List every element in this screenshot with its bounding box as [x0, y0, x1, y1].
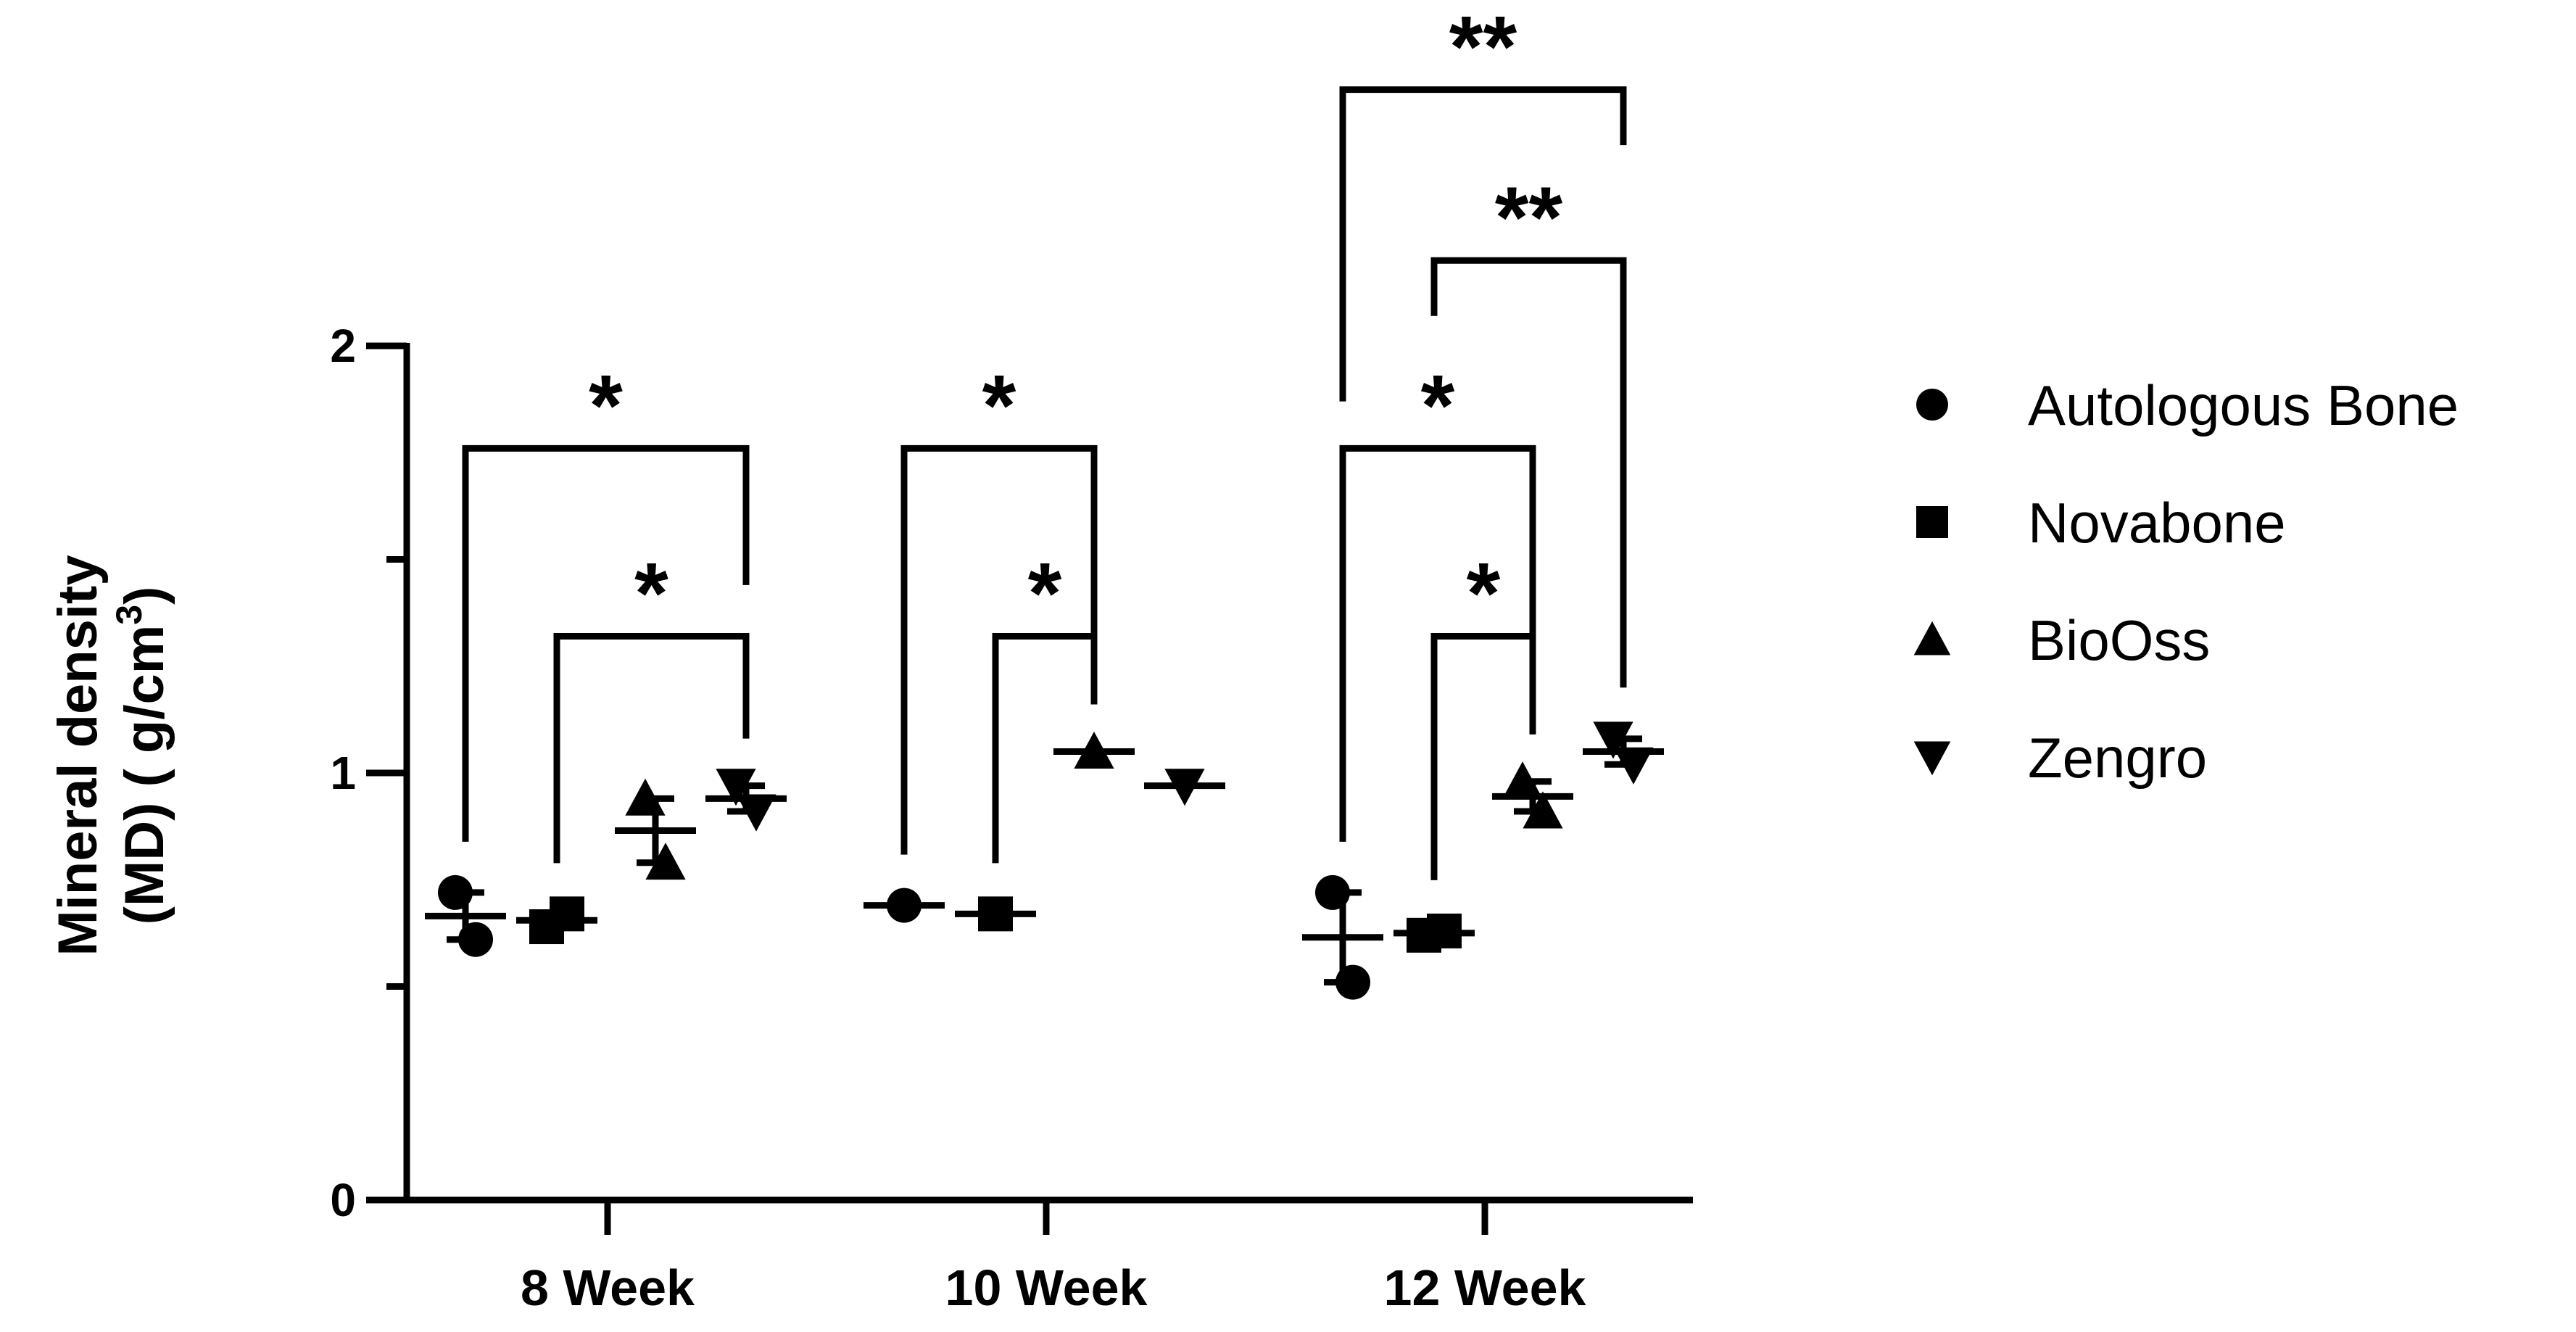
significance-label: * — [982, 357, 1016, 454]
y-axis-title-line1: Mineral density — [47, 555, 109, 956]
y-axis-title: Mineral density (MD) ( g/cm3) — [47, 555, 175, 956]
significance-bracket — [462, 444, 750, 842]
legend-marker — [1913, 741, 1951, 776]
legend: Autologous Bone Novabone BioOss Zengro — [1913, 373, 2459, 790]
legend-item: Novabone — [1916, 491, 2286, 555]
significance-label: * — [1421, 357, 1455, 454]
legend-item: Autologous Bone — [1916, 373, 2459, 437]
legend-marker — [1916, 389, 1948, 421]
significance-bracket — [1430, 633, 1536, 880]
significance-bracket — [992, 633, 1098, 864]
significance-label: * — [634, 545, 668, 642]
significance-label: * — [589, 357, 623, 454]
y-tick-label: 1 — [330, 747, 356, 799]
data-points — [425, 721, 1664, 1000]
significance-bracket — [900, 444, 1098, 855]
legend-item: Zengro — [1913, 726, 2207, 790]
axes: 0 1 2 8 Week 10 Week 12 Week — [330, 320, 1693, 1316]
significance-bracket — [1430, 257, 1627, 688]
legend-label: Autologous Bone — [2028, 373, 2459, 437]
significance-bracket — [1339, 86, 1627, 402]
significance-label: ** — [1449, 0, 1517, 96]
y-tick-label: 2 — [330, 320, 356, 372]
legend-label: Zengro — [2028, 726, 2207, 790]
x-tick-label: 8 Week — [521, 1259, 695, 1316]
legend-label: Novabone — [2028, 491, 2286, 555]
significance-brackets: ********** — [462, 0, 1627, 880]
legend-marker — [1916, 506, 1948, 538]
y-axis-title-close: ) — [114, 587, 175, 605]
significance-bracket — [1339, 444, 1536, 842]
legend-marker — [1913, 621, 1951, 655]
significance-label: * — [1028, 545, 1062, 642]
y-axis-title-line2: (MD) ( g/cm3) — [109, 587, 175, 925]
significance-bracket — [553, 633, 750, 864]
x-tick-label: 12 Week — [1384, 1259, 1586, 1316]
significance-label: * — [1467, 545, 1501, 642]
x-tick-label: 10 Week — [945, 1259, 1148, 1316]
significance-label: ** — [1495, 169, 1563, 266]
legend-label: BioOss — [2028, 608, 2210, 672]
y-tick-label: 0 — [330, 1174, 356, 1226]
legend-item: BioOss — [1913, 608, 2210, 672]
y-axis-title-sup: 3 — [109, 605, 149, 625]
y-axis-title-main: (MD) ( g/cm — [114, 625, 175, 925]
